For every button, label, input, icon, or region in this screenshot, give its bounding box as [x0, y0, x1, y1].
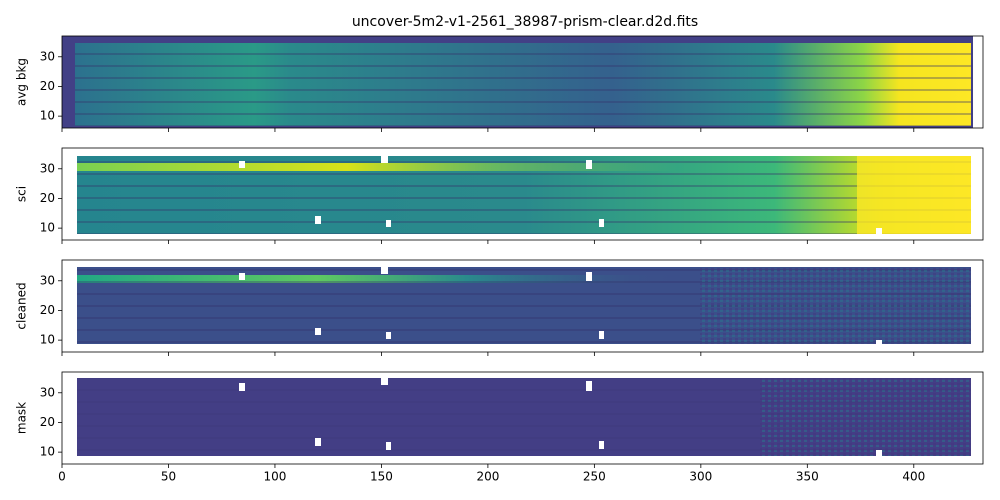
y-tick-label: 30 [40, 385, 55, 399]
image-cleaned [77, 267, 971, 344]
masked-pixels [239, 156, 882, 456]
x-tick-label: 250 [583, 470, 606, 484]
y-tick-label: 10 [40, 109, 55, 123]
x-tick-label: 300 [689, 470, 712, 484]
y-axis-label: mask [15, 402, 29, 434]
y-axis-label: sci [15, 186, 29, 202]
x-tick-label: 350 [796, 470, 819, 484]
y-tick-label: 20 [40, 191, 55, 205]
axes-frame [61, 371, 984, 465]
x-tick-label: 400 [902, 470, 925, 484]
image-sci [77, 156, 971, 234]
y-tick-label: 20 [40, 303, 55, 317]
x-tick-label: 200 [476, 470, 499, 484]
y-tick-label: 30 [40, 161, 55, 175]
axes-frame [61, 259, 984, 353]
x-tick-label: 150 [370, 470, 393, 484]
y-tick-label: 20 [40, 415, 55, 429]
y-axis-label: avg bkg [15, 58, 29, 106]
x-tick-label: 50 [161, 470, 176, 484]
y-tick-label: 30 [40, 273, 55, 287]
image-mask [77, 378, 971, 456]
y-axis-label: cleaned [15, 282, 29, 329]
y-tick-label: 10 [40, 445, 55, 459]
x-tick-label: 0 [58, 470, 66, 484]
y-tick-label: 20 [40, 79, 55, 93]
y-tick-label: 10 [40, 221, 55, 235]
x-tick-label: 100 [263, 470, 286, 484]
y-tick-label: 30 [40, 49, 55, 63]
image-avg-bkg [62, 36, 973, 128]
y-tick-label: 10 [40, 333, 55, 347]
chart-title: uncover-5m2-v1-2561_38987-prism-clear.d2… [352, 14, 698, 30]
axes-frame [61, 35, 984, 129]
axes-frame [61, 147, 984, 241]
